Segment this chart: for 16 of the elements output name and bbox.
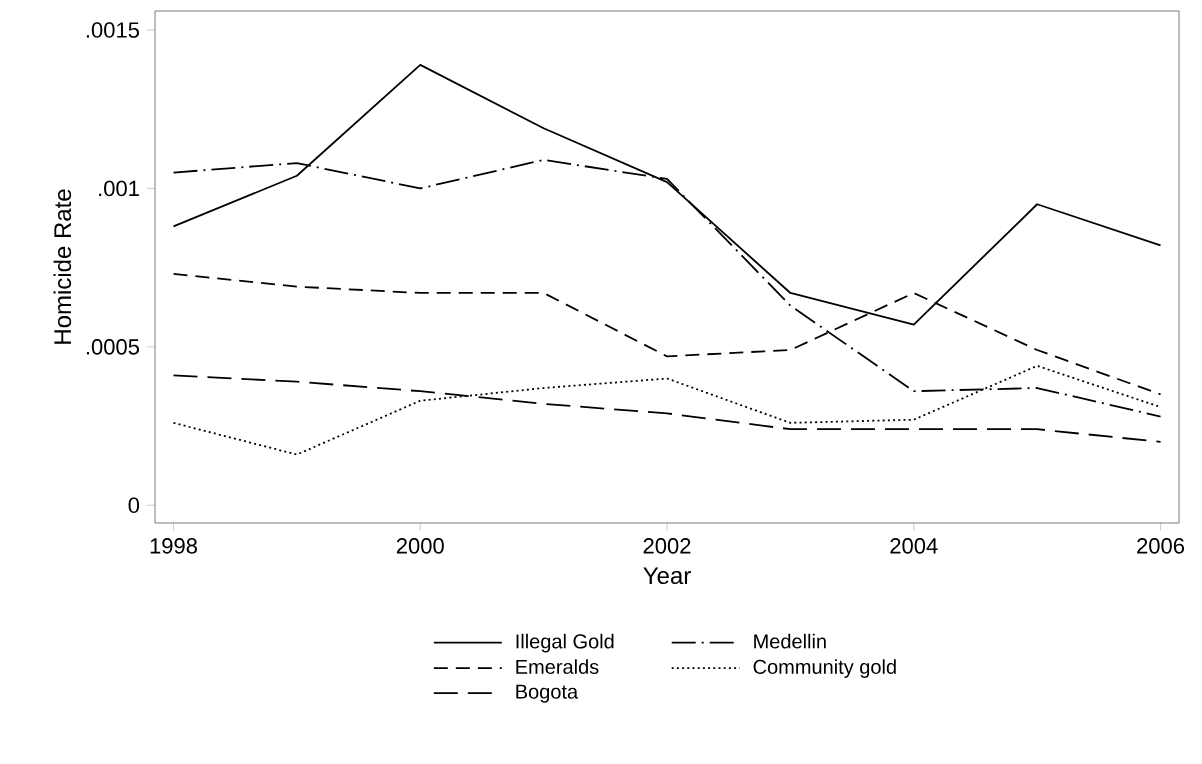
x-tick-label: 1998 <box>150 538 197 554</box>
legend-label: Medellin <box>754 633 826 649</box>
y-tick-label: .001 <box>99 180 139 197</box>
x-tick-label: 2002 <box>643 538 691 554</box>
legend-label: Emeralds <box>516 659 599 674</box>
y-tick-label: 0 <box>128 497 140 514</box>
y-axis-title: Homicide Rate <box>53 189 72 344</box>
y-tick-label: .0015 <box>86 22 139 38</box>
x-tick-label: 2004 <box>890 538 938 554</box>
legend-label: Community gold <box>753 659 896 678</box>
legend-label: Illegal Gold <box>516 633 614 653</box>
legend-label: Bogota <box>516 684 579 703</box>
x-axis-title: Year <box>643 567 691 585</box>
x-tick-label: 2006 <box>1137 538 1185 554</box>
x-tick-label: 2000 <box>396 538 444 554</box>
y-tick-label: .0005 <box>86 339 139 355</box>
